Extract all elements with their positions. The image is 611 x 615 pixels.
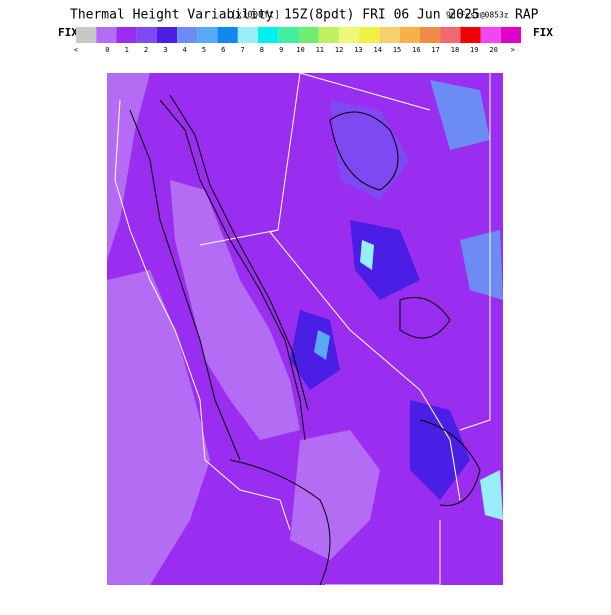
map-area [107, 72, 503, 586]
border [199, 229, 279, 246]
color-label: 0 [105, 46, 109, 54]
color-swatch [136, 27, 157, 43]
contour [329, 111, 399, 191]
title: Thermal Height Variability [70, 8, 274, 23]
forecast-time: 9hrFcst@0853z [446, 11, 509, 20]
color-swatch [460, 27, 481, 43]
color-label: 18 [451, 46, 459, 54]
color-label: 5 [202, 46, 206, 54]
border [459, 73, 491, 431]
state-borders [114, 72, 491, 586]
color-label: 4 [183, 46, 187, 54]
color-swatch [278, 27, 299, 43]
color-label: < [74, 46, 78, 54]
fix-right: FIX [533, 26, 553, 39]
shade [330, 100, 410, 200]
shade [460, 230, 503, 300]
color-swatch [197, 27, 218, 43]
color-label: 16 [412, 46, 420, 54]
color-label: > [511, 46, 515, 54]
contour [399, 297, 451, 339]
color-label: 12 [335, 46, 343, 54]
color-swatch [258, 27, 279, 43]
color-label: 15 [393, 46, 401, 54]
shade [107, 73, 150, 260]
color-label: 13 [354, 46, 362, 54]
units: [x1000ft] [231, 11, 280, 21]
color-label: 14 [374, 46, 382, 54]
color-label: 20 [489, 46, 497, 54]
shade [350, 220, 420, 300]
model: RAP [515, 8, 539, 23]
contour [229, 459, 331, 586]
color-swatch [359, 27, 380, 43]
shade [314, 330, 330, 360]
color-swatch [379, 27, 400, 43]
contour [169, 94, 309, 411]
color-swatch [318, 27, 339, 43]
color-label: 1 [125, 46, 129, 54]
color-swatch [156, 27, 178, 43]
color-label: 19 [470, 46, 478, 54]
title-line: Thermal Height Variability [x1000ft] 15Z… [70, 8, 539, 23]
fix-left: FIX [58, 26, 78, 39]
border [299, 72, 431, 111]
color-label: 10 [296, 46, 304, 54]
color-label: 8 [260, 46, 264, 54]
color-label: 11 [316, 46, 324, 54]
color-bar: <0 1 2 3 4 5 6 7 8 9 10 11 12 13 14 15 16 17 18 19 20 > [74, 27, 521, 54]
color-label: 6 [221, 46, 225, 54]
shade [430, 80, 490, 150]
color-swatch [237, 27, 259, 43]
shade [480, 470, 503, 520]
color-swatch [500, 27, 521, 43]
color-swatch [116, 27, 137, 43]
color-swatch [480, 27, 501, 43]
contours [129, 94, 481, 586]
color-swatch [177, 27, 198, 43]
contour [129, 109, 241, 461]
color-swatch [399, 27, 420, 43]
color-swatch [298, 27, 319, 43]
shade [290, 430, 380, 560]
contour [419, 419, 481, 507]
color-swatch [76, 27, 97, 43]
coast-shade [107, 270, 210, 585]
color-label: 7 [240, 46, 244, 54]
color-label: 3 [163, 46, 167, 54]
shade [410, 400, 470, 500]
color-swatch [338, 27, 360, 43]
valid-time: 15Z(8pdt) FRI 06 Jun 2025 [284, 8, 480, 23]
contour [159, 99, 306, 441]
color-swatch [440, 27, 461, 43]
color-swatch [419, 27, 441, 43]
color-label: 2 [144, 46, 148, 54]
color-label: 9 [279, 46, 283, 54]
coastline [114, 99, 291, 531]
color-label: 17 [431, 46, 439, 54]
border [325, 520, 441, 586]
shade [360, 240, 374, 270]
color-swatch [96, 27, 117, 43]
color-swatch [217, 27, 238, 43]
